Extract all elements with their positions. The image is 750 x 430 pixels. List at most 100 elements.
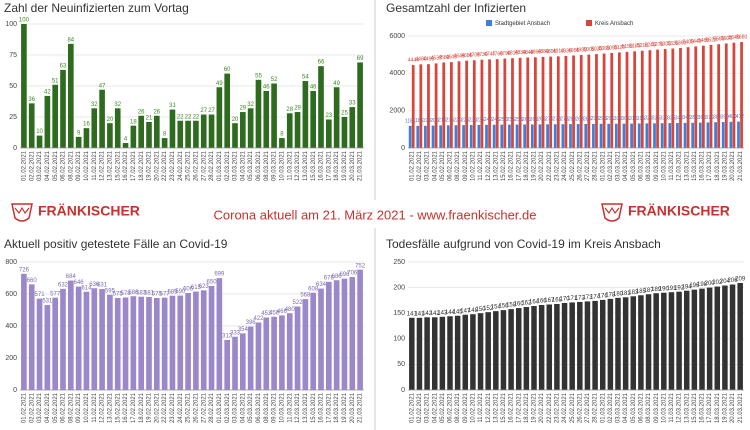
bar [576,124,580,148]
bar [599,123,603,148]
y-tick-label: 100 [5,21,17,28]
x-tick-label: 09.02.2021 [76,392,82,423]
chart-title: Aktuell positiv getestete Fälle an Covid… [4,237,228,251]
x-tick-label: 05.03.2021 [631,150,637,181]
x-tick-label: 10.03.2021 [279,392,285,423]
bar [434,63,438,149]
bar [663,49,667,148]
bar [656,49,659,149]
value-label: 158 [506,303,517,309]
bar [721,122,725,148]
value-label: 204 [720,279,731,285]
value-label: 636 [89,282,100,288]
value-label: 180 [613,291,624,297]
value-label: 5400 [683,40,694,46]
bar [717,44,721,148]
value-label: 8 [280,132,284,138]
bar [683,122,687,148]
bar [255,322,262,390]
y-tick-label: 200 [393,284,405,291]
bar [169,109,176,148]
x-tick-label: 23.02.2021 [554,392,560,423]
x-tick-label: 21.03.2021 [738,150,744,181]
value-label: 1276 [557,117,568,123]
value-label: 4600 [446,54,457,60]
bar [216,278,223,390]
bar [52,297,58,390]
bar [648,50,652,148]
value-label: 4790 [499,51,510,57]
bar [68,43,74,149]
bar [255,79,262,148]
x-tick-label: 20.02.2021 [154,392,160,423]
x-tick-label: 02.03.2021 [608,150,614,181]
value-label: 4830 [515,50,526,56]
value-label: 8 [163,132,167,138]
value-label: 606 [183,287,194,293]
x-tick-label: 19.03.2021 [342,392,348,423]
value-label: 726 [19,267,30,273]
bar [240,112,246,148]
value-label: 9 [77,130,81,136]
bar [592,300,598,390]
y-tick-label: 6000 [389,33,405,40]
bar [177,120,184,148]
x-tick-label: 02.03.2021 [225,150,231,181]
x-tick-label: 18.02.2021 [139,392,145,423]
value-label: 69 [357,56,364,62]
value-label: 1283 [573,116,584,122]
value-label: 150 [476,307,487,313]
x-tick-label: 01.03.2021 [217,392,223,423]
bar [702,45,705,148]
x-tick-label: 16.02.2021 [123,150,129,181]
value-label: 4490 [423,57,434,63]
bar [44,95,51,148]
value-label: 18 [130,119,137,125]
value-label: 634 [316,282,327,288]
x-tick-label: 05.02.2021 [53,392,59,423]
value-label: 1230 [466,117,477,123]
x-tick-label: 13.03.2021 [303,150,309,181]
x-tick-label: 12.03.2021 [295,150,301,181]
bar [416,317,423,390]
bar [185,293,191,390]
bar [538,305,545,390]
bar [138,115,144,148]
value-label: 1190 [420,118,431,124]
value-label: 5180 [629,44,640,50]
bar [572,55,575,148]
value-label: 1240 [481,117,492,123]
value-label: 21 [146,116,153,122]
bar [326,119,332,148]
value-label: 198 [697,282,708,288]
value-label: 5090 [606,45,617,51]
value-label: 581 [144,291,155,297]
bar [538,124,542,148]
value-label: 4810 [507,51,518,57]
value-label: 32 [91,102,98,108]
value-label: 4700 [469,53,480,59]
x-tick-label: 16.02.2021 [123,392,129,423]
bar [193,120,199,148]
value-label: 1250 [496,117,507,123]
x-tick-label: 05.02.2021 [53,150,59,181]
x-tick-label: 25.02.2021 [570,392,576,423]
bar [357,269,363,390]
logo-text: FRÄNKISCHER [38,203,140,219]
value-label: 4747 [484,52,495,58]
x-tick-label: 25.02.2021 [570,150,576,181]
value-label: 5210 [637,43,648,49]
value-label: 589 [167,289,178,295]
bar [645,294,652,390]
bar [622,123,626,148]
chart-title: Zahl der Neuinfizierten zum Vortag [4,1,189,15]
value-label: 575 [113,292,124,298]
value-label: 5150 [622,44,633,50]
value-label: 29 [294,106,301,112]
value-label: 531 [42,299,53,305]
bar [618,52,621,148]
value-label: 1360 [695,115,706,121]
bar [724,43,728,148]
value-label: 1235 [473,117,484,123]
value-label: 1210 [435,118,446,124]
